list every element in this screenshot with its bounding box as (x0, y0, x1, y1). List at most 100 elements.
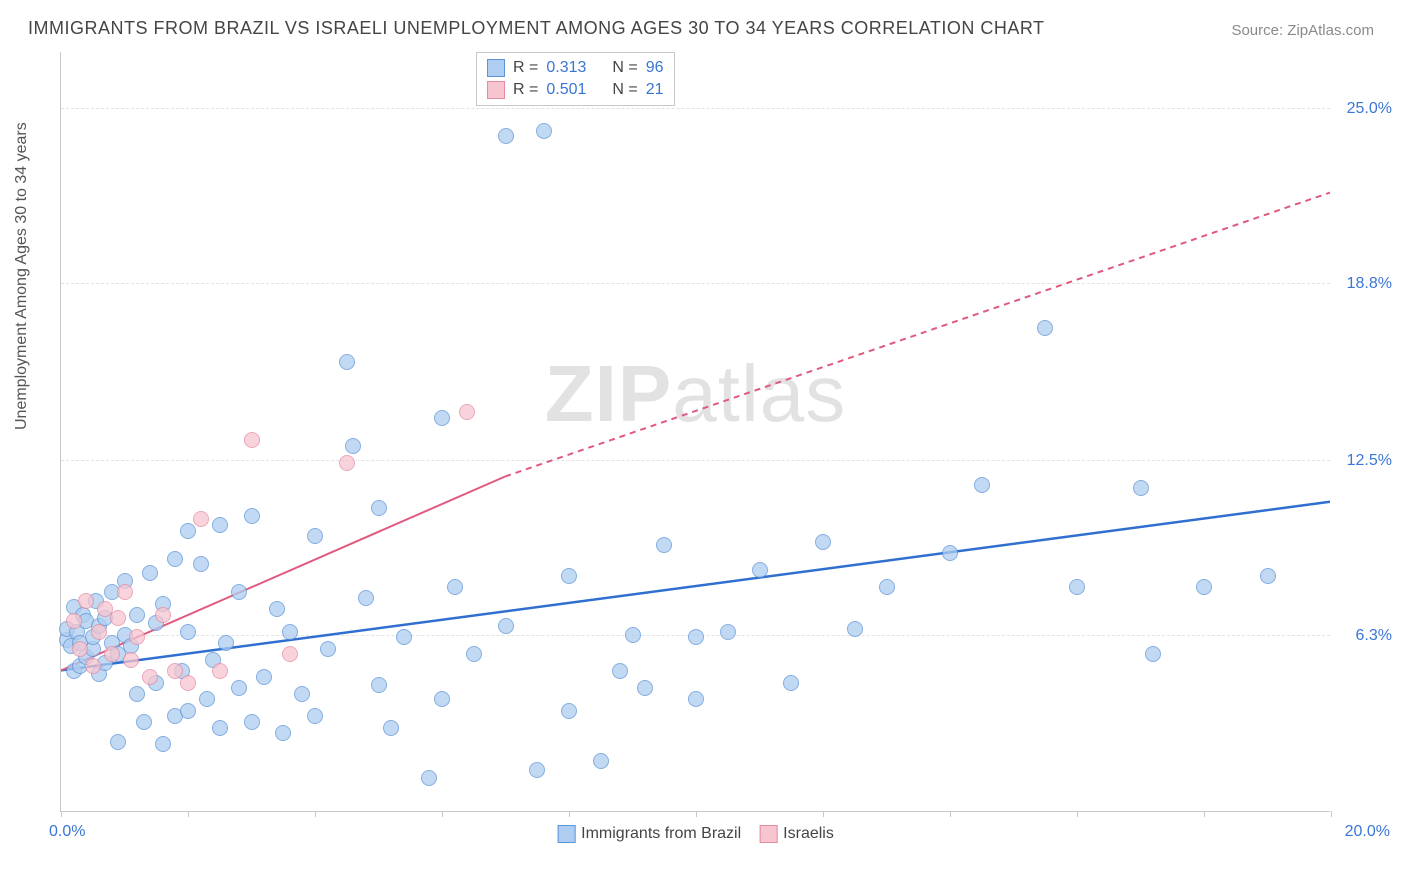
data-point (231, 584, 247, 600)
data-point (498, 128, 514, 144)
data-point (434, 410, 450, 426)
data-point (218, 635, 234, 651)
n-value-israelis: 21 (646, 81, 664, 99)
data-point (974, 477, 990, 493)
data-point (383, 720, 399, 736)
data-point (459, 404, 475, 420)
data-point (212, 517, 228, 533)
y-tick-label: 12.5% (1347, 452, 1392, 470)
data-point (136, 714, 152, 730)
data-point (447, 579, 463, 595)
data-point (498, 618, 514, 634)
data-point (66, 613, 82, 629)
swatch-brazil-icon (557, 825, 575, 843)
data-point (244, 508, 260, 524)
data-point (612, 663, 628, 679)
data-point (1196, 579, 1212, 595)
data-point (129, 607, 145, 623)
watermark: ZIPatlas (545, 348, 846, 440)
data-point (847, 621, 863, 637)
data-point (339, 455, 355, 471)
data-point (339, 354, 355, 370)
data-point (307, 708, 323, 724)
data-point (720, 624, 736, 640)
stats-row-israelis: R = 0.501 N = 21 (487, 79, 664, 101)
swatch-israelis-icon (487, 81, 505, 99)
stats-row-brazil: R = 0.313 N = 96 (487, 57, 664, 79)
data-point (129, 629, 145, 645)
data-point (345, 438, 361, 454)
data-point (561, 703, 577, 719)
y-tick-label: 25.0% (1347, 100, 1392, 118)
gridline: 25.0% (61, 108, 1330, 109)
data-point (180, 624, 196, 640)
x-axis-min-label: 0.0% (49, 823, 85, 841)
data-point (167, 551, 183, 567)
data-point (193, 556, 209, 572)
data-point (536, 123, 552, 139)
x-tick-mark (1331, 811, 1332, 817)
data-point (1145, 646, 1161, 662)
data-point (752, 562, 768, 578)
data-point (256, 669, 272, 685)
data-point (434, 691, 450, 707)
x-tick-mark (442, 811, 443, 817)
data-point (104, 646, 120, 662)
data-point (1037, 320, 1053, 336)
chart-title: IMMIGRANTS FROM BRAZIL VS ISRAELI UNEMPL… (28, 18, 1045, 39)
data-point (529, 762, 545, 778)
x-tick-mark (1204, 811, 1205, 817)
data-point (879, 579, 895, 595)
data-point (688, 629, 704, 645)
x-tick-mark (823, 811, 824, 817)
data-point (142, 669, 158, 685)
data-point (320, 641, 336, 657)
data-point (155, 736, 171, 752)
data-point (656, 537, 672, 553)
n-label: N = (612, 59, 637, 77)
data-point (155, 607, 171, 623)
data-point (244, 432, 260, 448)
data-point (1260, 568, 1276, 584)
n-label: N = (612, 81, 637, 99)
data-point (193, 511, 209, 527)
data-point (78, 593, 94, 609)
data-point (307, 528, 323, 544)
data-point (1069, 579, 1085, 595)
source-label: Source: ZipAtlas.com (1231, 22, 1374, 39)
watermark-bold: ZIP (545, 349, 672, 438)
data-point (142, 565, 158, 581)
data-point (91, 624, 107, 640)
data-point (396, 629, 412, 645)
r-value-brazil: 0.313 (546, 59, 586, 77)
data-point (942, 545, 958, 561)
data-point (593, 753, 609, 769)
data-point (783, 675, 799, 691)
x-tick-mark (188, 811, 189, 817)
data-point (231, 680, 247, 696)
x-tick-mark (569, 811, 570, 817)
watermark-light: atlas (672, 349, 846, 438)
data-point (275, 725, 291, 741)
swatch-brazil-icon (487, 59, 505, 77)
data-point (117, 584, 133, 600)
legend: Immigrants from Brazil Israelis (557, 825, 834, 843)
data-point (371, 677, 387, 693)
r-value-israelis: 0.501 (546, 81, 586, 99)
data-point (371, 500, 387, 516)
gridline: 12.5% (61, 460, 1330, 461)
n-value-brazil: 96 (646, 59, 664, 77)
data-point (129, 686, 145, 702)
legend-label-israelis: Israelis (783, 825, 834, 843)
data-point (561, 568, 577, 584)
data-point (421, 770, 437, 786)
x-tick-mark (1077, 811, 1078, 817)
data-point (212, 663, 228, 679)
data-point (244, 714, 260, 730)
data-point (110, 610, 126, 626)
data-point (358, 590, 374, 606)
swatch-israelis-icon (759, 825, 777, 843)
data-point (85, 658, 101, 674)
data-point (269, 601, 285, 617)
data-point (637, 680, 653, 696)
